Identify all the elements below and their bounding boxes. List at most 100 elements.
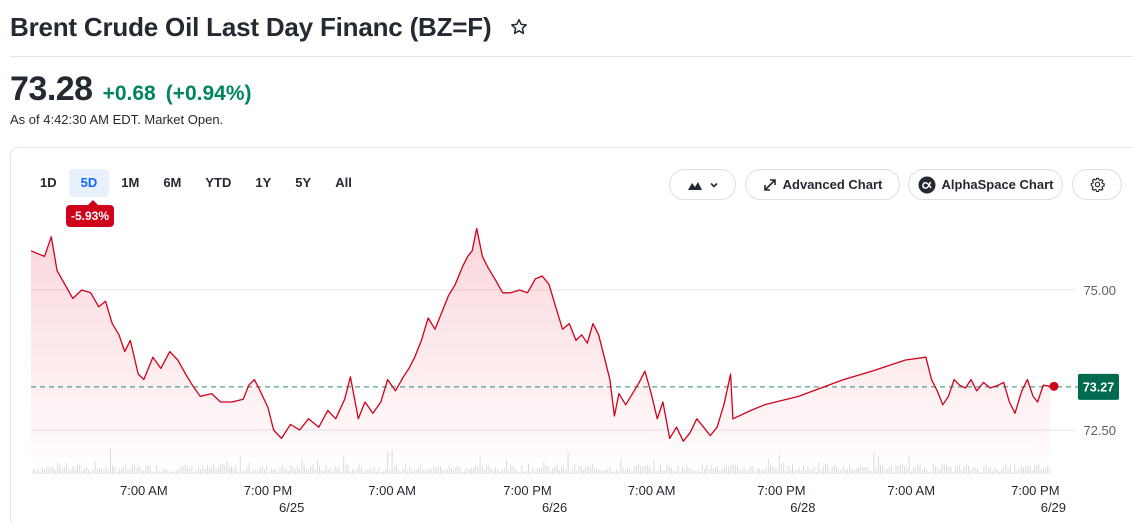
volume-bar [473,467,474,474]
volume-bar [561,466,562,474]
volume-bar [701,464,703,474]
advanced-chart-button[interactable]: Advanced Chart [745,169,900,200]
volume-bar [1038,464,1040,474]
volume-bar [457,466,459,474]
alpha-icon [918,176,935,193]
volume-bar [567,452,569,474]
alphaspace-chart-button[interactable]: AlphaSpace Chart [908,169,1063,200]
x-date-label: 6/28 [790,500,815,515]
volume-bar [35,471,37,474]
volume-bar [576,470,578,474]
volume-bar [125,464,127,474]
volume-bar [66,462,67,474]
chart-type-button[interactable] [669,169,736,200]
volume-bar [783,462,785,474]
volume-bar [158,470,160,474]
volume-bar [688,467,690,474]
volume-bar [613,471,615,474]
volume-bar [547,466,549,474]
volume-bar [283,468,285,474]
volume-bar [767,458,769,474]
volume-bar [649,466,650,474]
volume-bar [156,465,158,474]
volume-bar [228,466,230,474]
volume-bar [897,465,899,474]
volume-bar [954,465,956,474]
star-icon[interactable] [509,17,529,37]
volume-bar [635,465,637,474]
volume-bar [1027,466,1029,474]
price-change: +0.68 [102,82,156,105]
volume-bar [184,464,186,474]
volume-bar [690,469,692,474]
volume-bar [110,448,111,474]
page-title: Brent Crude Oil Last Day Financ (BZ=F) [10,11,492,42]
volume-bar [411,470,413,474]
volume-bar [708,469,710,474]
volume-bar [541,467,543,474]
volume-bar [869,469,870,474]
volume-bar [154,471,155,474]
volume-bar [710,465,712,474]
volume-bar [1012,471,1013,474]
volume-bar [321,469,323,474]
current-value-label: 73.27 [1083,380,1114,394]
volume-bar [499,471,501,474]
range-1m[interactable]: 1M [121,175,140,190]
volume-bar [475,465,477,474]
volume-bar [466,468,468,474]
volume-bar [310,466,312,474]
volume-bar [1029,465,1031,474]
volume-bar [943,464,945,474]
volume-bar [609,466,611,474]
volume-bar [946,465,947,474]
volume-bar [796,469,798,474]
volume-bar [165,469,166,474]
volume-bar [600,470,602,474]
volume-bar [169,470,171,474]
volume-bar [715,467,716,474]
volume-bar [266,464,268,474]
settings-button[interactable] [1072,169,1122,200]
range-ytd[interactable]: YTD [205,175,232,190]
y-tick-label: 75.00 [1083,283,1116,298]
volume-bar [198,467,199,474]
volume-bar [596,469,598,474]
volume-bar [587,466,589,474]
volume-bar [798,467,800,474]
volume-bar [847,469,848,474]
volume-bar [510,464,512,474]
volume-bar [52,467,54,474]
volume-bar [514,468,516,474]
volume-bar [294,469,296,474]
x-tick-label: 7:00 PM [1011,483,1059,498]
volume-bar [640,466,642,474]
range-1d[interactable]: 1D [40,175,57,190]
volume-bar [418,467,419,474]
volume-bar [739,469,741,474]
volume-bar [607,469,609,474]
title-row: Brent Crude Oil Last Day Financ (BZ=F) [10,8,529,46]
volume-bar [178,468,180,474]
volume-bar [217,466,219,474]
range-6m[interactable]: 6M [163,175,182,190]
range-5d[interactable]: 5D [68,169,110,197]
volume-bar [908,456,910,474]
range-all[interactable]: All [335,175,352,190]
range-5y[interactable]: 5Y [295,175,312,190]
volume-bar [396,464,397,474]
volume-bar [264,469,265,474]
volume-bar [332,471,334,474]
volume-bar [477,466,479,474]
volume-bar [627,467,628,474]
volume-bar [545,464,547,474]
volume-bar [814,467,815,474]
volume-bar [974,467,976,474]
volume-bar [732,464,734,474]
alphaspace-chart-label: AlphaSpace Chart [941,177,1054,192]
range-1y[interactable]: 1Y [255,175,272,190]
volume-bar [624,470,626,474]
volume-bar [1040,468,1042,474]
volume-bar [759,468,760,474]
